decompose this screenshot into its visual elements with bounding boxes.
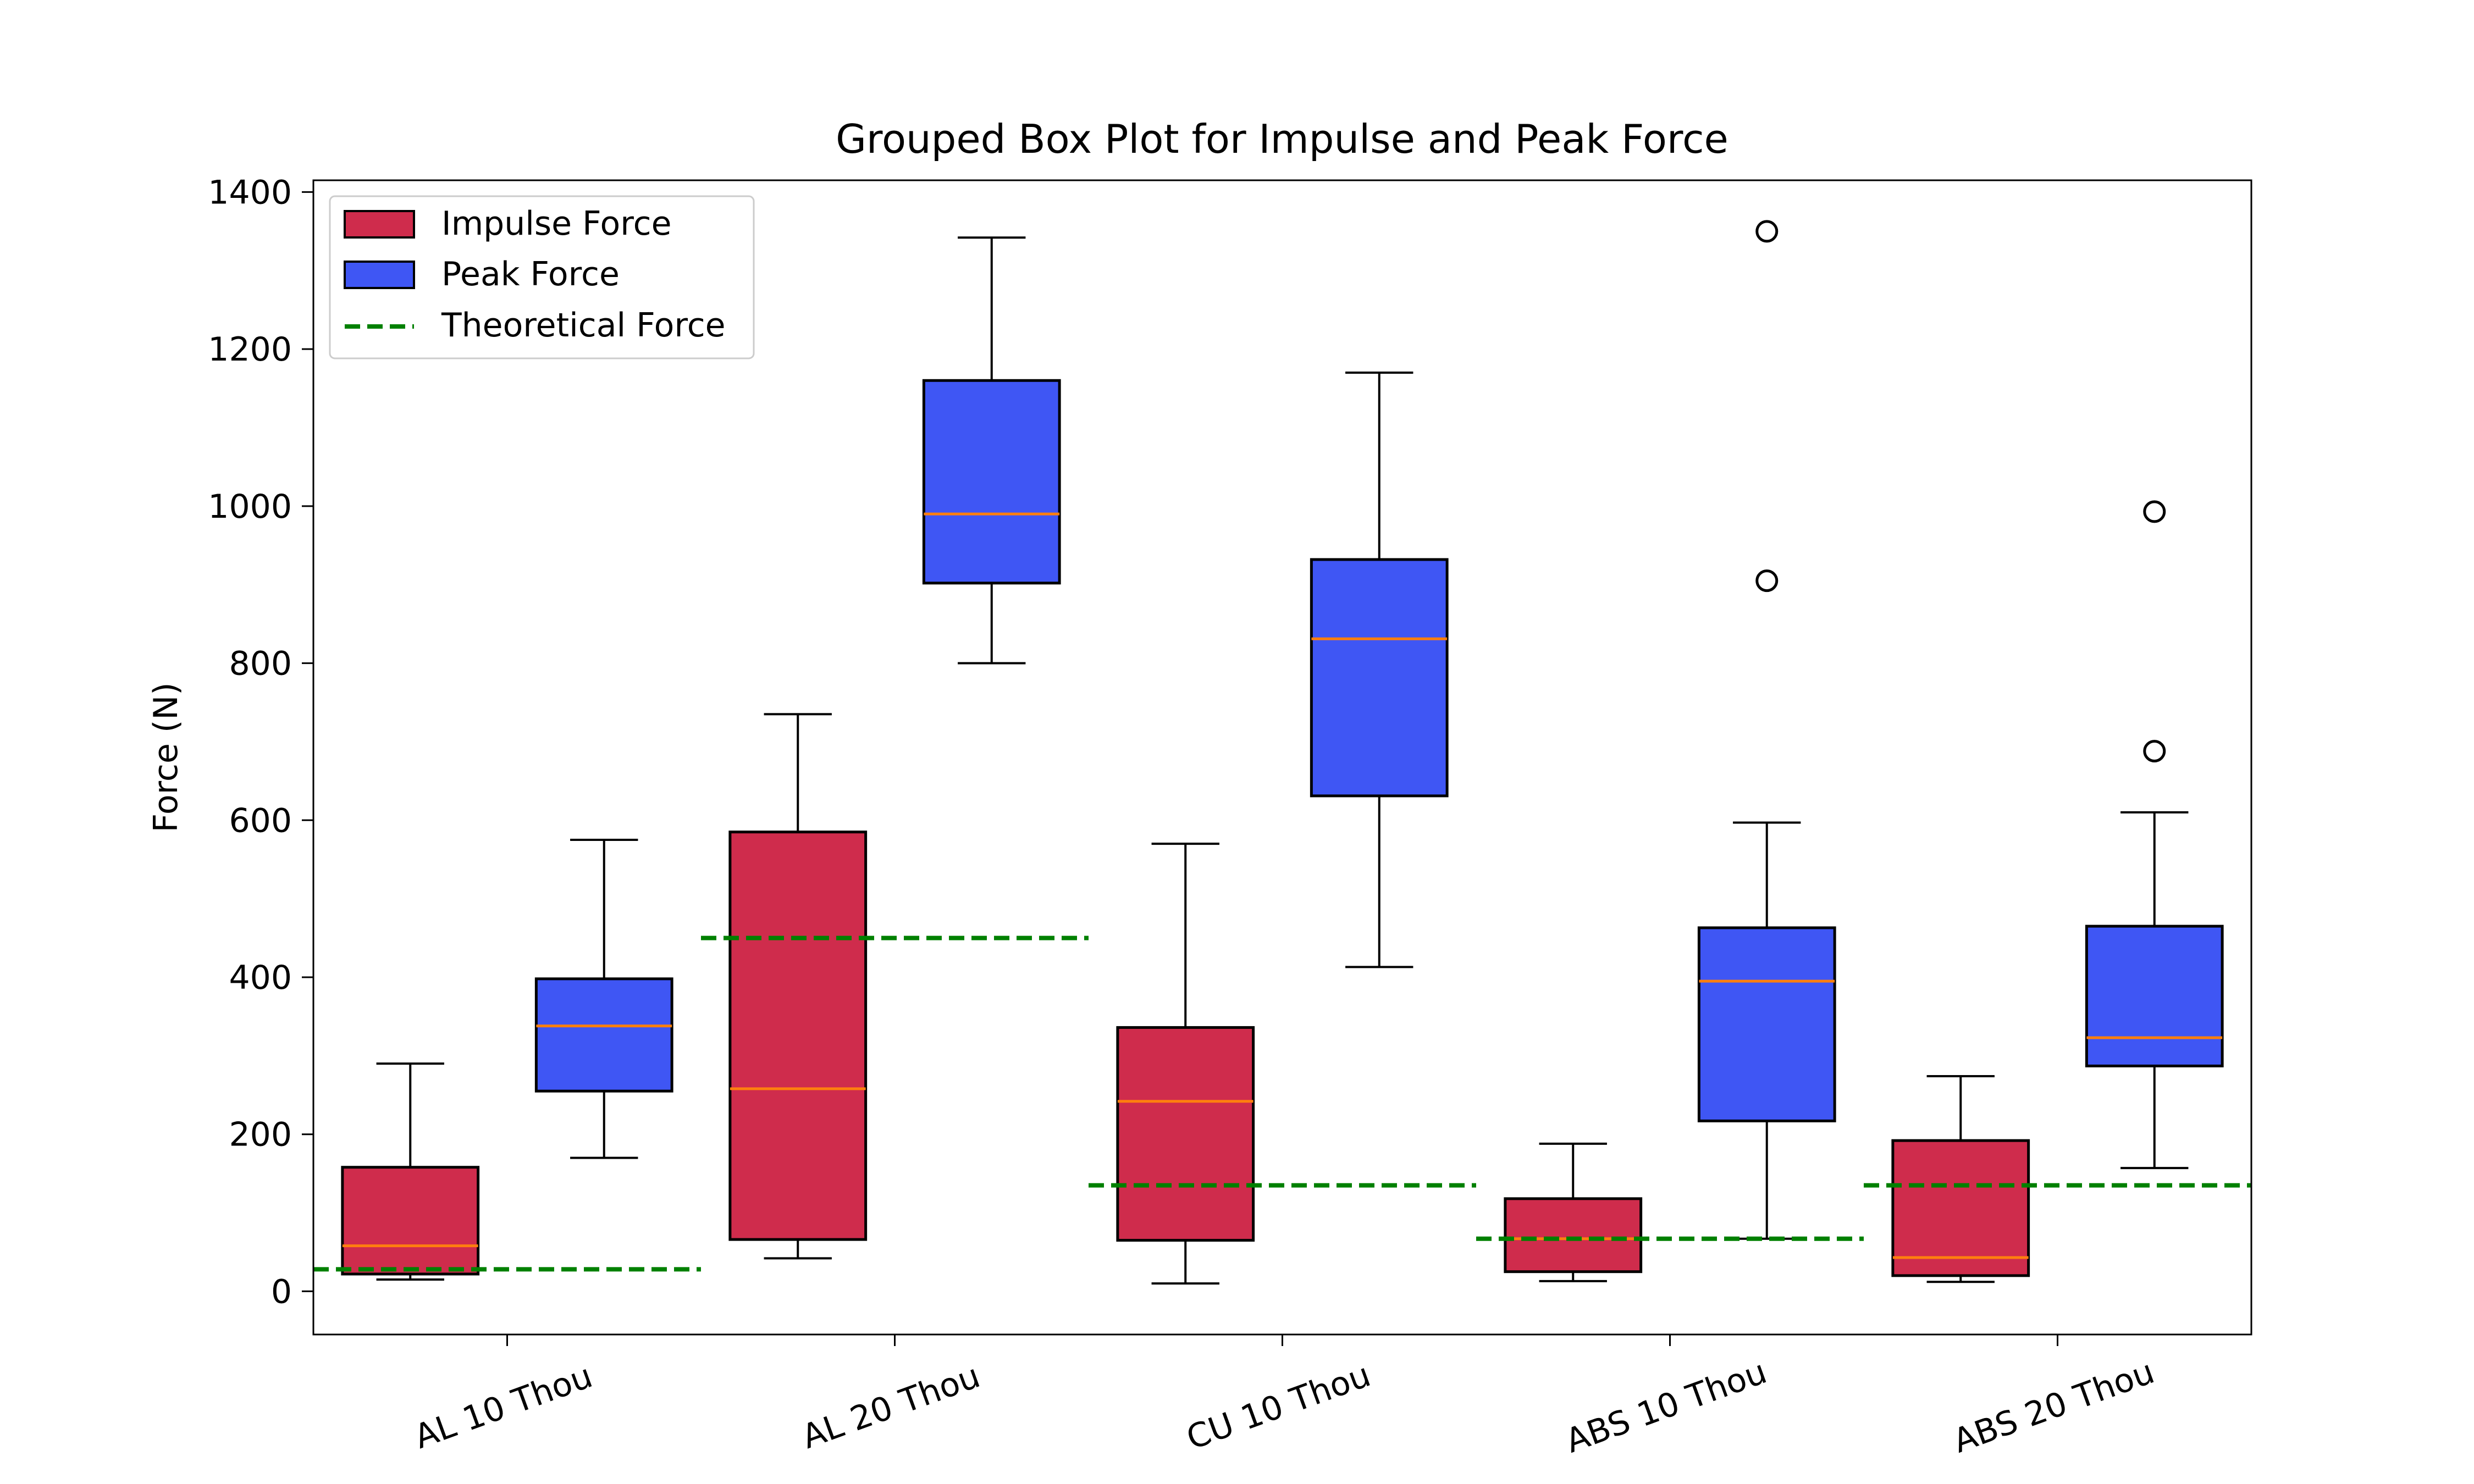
x-tick-label: AL 10 Thou [410, 1356, 598, 1457]
box-body [1116, 1026, 1255, 1242]
outlier-point [1755, 569, 1779, 593]
outlier-point [2143, 500, 2166, 523]
y-tick-label: 400 [229, 959, 292, 997]
chart-title: Grouped Box Plot for Impulse and Peak Fo… [836, 116, 1729, 162]
box-body [1504, 1197, 1643, 1273]
box-impulse-4 [1891, 1075, 2030, 1283]
box-body [1697, 926, 1836, 1122]
y-tick-label: 600 [229, 801, 292, 840]
plot-frame [312, 179, 2252, 1336]
box-impulse-3 [1504, 1142, 1643, 1282]
legend: Impulse Force Peak Force Theoretical For… [329, 195, 755, 359]
box-body [1310, 558, 1449, 798]
y-tick-label: 800 [229, 645, 292, 683]
legend-label-impulse: Impulse Force [441, 204, 672, 243]
y-axis: 0 200 400 600 800 1000 1200 1400 [208, 173, 313, 1311]
box-impulse-1 [728, 713, 868, 1260]
x-tick-label: ABS 10 Thou [1561, 1353, 1772, 1461]
box-body [728, 830, 868, 1241]
box-body [2085, 924, 2224, 1067]
x-tick-label: CU 10 Thou [1181, 1356, 1376, 1458]
box-peak-0 [534, 839, 673, 1159]
outlier-point [1755, 220, 1779, 243]
y-tick-label: 1000 [208, 488, 292, 526]
outlier-point [2143, 740, 2166, 763]
box-peak-3 [1697, 220, 1836, 1240]
y-tick-label: 0 [271, 1272, 292, 1311]
box-impulse-2 [1116, 843, 1255, 1285]
y-axis-label: Force (N) [147, 682, 185, 832]
legend-label-peak: Peak Force [441, 255, 620, 294]
y-tick-label: 1200 [208, 330, 292, 369]
legend-swatch-peak [344, 261, 415, 289]
x-tick-label: AL 20 Thou [797, 1356, 985, 1457]
box-impulse-0 [341, 1062, 480, 1281]
plot-layer [313, 220, 2251, 1285]
y-tick-label: 200 [229, 1116, 292, 1154]
box-peak-2 [1310, 372, 1449, 968]
box-body [534, 977, 673, 1093]
y-tick-label: 1400 [208, 173, 292, 212]
legend-label-theoretical: Theoretical Force [441, 306, 726, 345]
box-body [1891, 1139, 2030, 1277]
box-body [922, 379, 1061, 585]
box-body [341, 1166, 480, 1276]
x-axis: AL 10 Thou AL 20 Thou CU 10 Thou ABS 10 Tho… [410, 1335, 2160, 1461]
legend-frame [329, 195, 755, 359]
x-tick-label: ABS 20 Thou [1948, 1353, 2160, 1461]
box-peak-1 [922, 236, 1061, 665]
box-peak-4 [2085, 500, 2224, 1170]
legend-swatch-impulse [344, 210, 415, 239]
